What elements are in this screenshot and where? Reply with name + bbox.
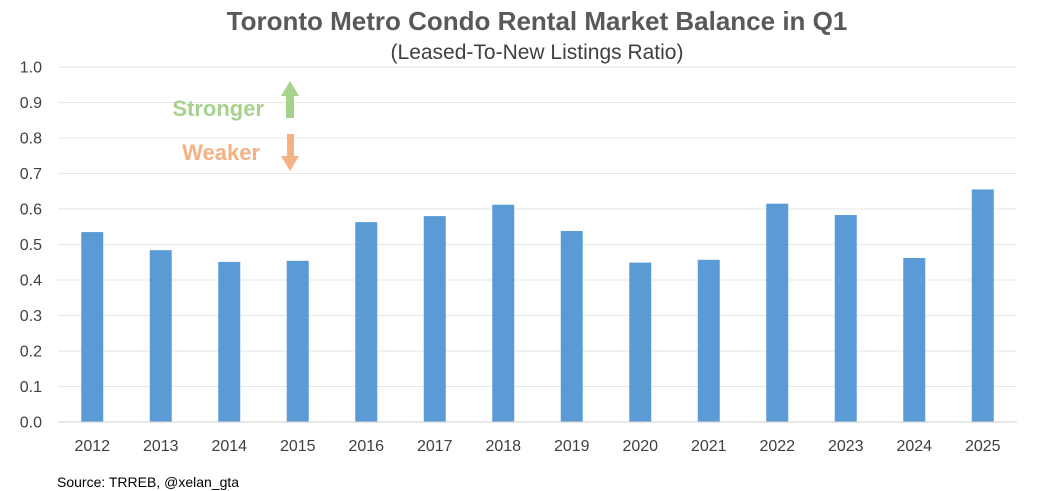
y-tick-label: 0.1	[20, 379, 42, 396]
bar-2020	[629, 262, 652, 422]
y-tick-label: 0.3	[20, 308, 42, 325]
bar-2016	[355, 222, 378, 422]
bar-2015	[286, 260, 309, 422]
bar-2024	[903, 257, 926, 422]
y-tick-label: 0.8	[20, 131, 42, 148]
x-tick-label: 2022	[759, 438, 795, 455]
bar-2025	[971, 189, 994, 422]
x-tick-label: 2013	[143, 438, 179, 455]
x-tick-label: 2019	[554, 438, 590, 455]
x-tick-label: 2016	[348, 438, 384, 455]
source-note: Source: TRREB, @xelan_gta	[57, 474, 239, 490]
x-tick-label: 2017	[417, 438, 453, 455]
x-tick-label: 2021	[691, 438, 727, 455]
bar-2023	[834, 215, 857, 422]
x-tick-label: 2025	[965, 438, 1001, 455]
y-tick-label: 1.0	[20, 60, 42, 77]
y-tick-label: 0.2	[20, 344, 42, 361]
gridlines	[58, 66, 1017, 387]
bar-2019	[560, 231, 583, 422]
y-tick-label: 0.5	[20, 237, 42, 254]
x-tick-label: 2014	[211, 438, 247, 455]
x-axis-ticks: 2012 2013 2014 2015 2016 2017 2018 2019 2020 2021…	[74, 438, 1000, 455]
x-tick-label: 2020	[622, 438, 658, 455]
bar-2018	[492, 204, 515, 422]
x-tick-label: 2018	[485, 438, 521, 455]
y-tick-label: 0.4	[20, 273, 42, 290]
bars	[81, 189, 994, 422]
bar-2021	[697, 259, 720, 422]
arrow-up-icon	[281, 81, 299, 118]
chart-subtitle: (Leased-To-New Listings Ratio)	[391, 41, 684, 64]
bar-2014	[218, 261, 241, 422]
bar-2022	[766, 203, 789, 422]
chart-title: Toronto Metro Condo Rental Market Balanc…	[227, 6, 848, 36]
x-tick-label: 2024	[896, 438, 932, 455]
y-tick-label: 0.9	[20, 95, 42, 112]
bar-2017	[423, 216, 446, 422]
stronger-label: Stronger	[172, 96, 264, 121]
y-axis-ticks: 0.0 0.1 0.2 0.3 0.4 0.5 0.6 0.7 0.8 0.9 1.0	[20, 60, 42, 432]
bar-2013	[149, 250, 172, 422]
y-tick-label: 0.6	[20, 202, 42, 219]
x-tick-label: 2012	[74, 438, 110, 455]
y-tick-label: 0.0	[20, 415, 42, 432]
y-tick-label: 0.7	[20, 166, 42, 183]
bar-2012	[81, 232, 104, 422]
x-tick-label: 2015	[280, 438, 316, 455]
weaker-label: Weaker	[182, 140, 260, 165]
arrow-down-icon	[281, 134, 299, 171]
x-tick-label: 2023	[828, 438, 864, 455]
